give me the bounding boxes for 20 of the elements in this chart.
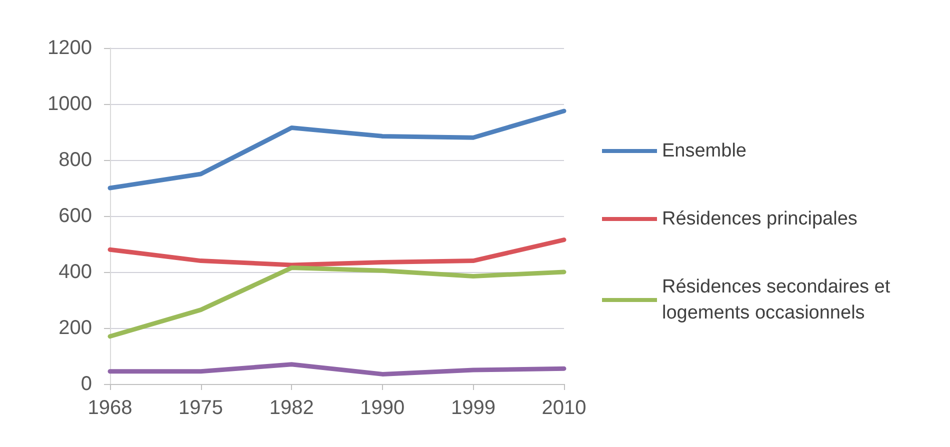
y-tick-label: 600 xyxy=(58,205,92,227)
line-series xyxy=(108,362,566,376)
y-tick-label: 0 xyxy=(80,373,92,395)
y-tick-label: 400 xyxy=(58,261,92,283)
x-tick-label: 1999 xyxy=(450,397,496,419)
y-tick-label: 800 xyxy=(58,149,92,171)
legend-label: Résidences principales xyxy=(662,208,858,230)
line-series xyxy=(108,238,566,268)
x-tick-label: 1968 xyxy=(88,397,132,419)
line-series xyxy=(108,108,566,190)
line-series xyxy=(108,266,566,339)
x-tick-label: 2010 xyxy=(542,397,586,419)
y-tick-label: 200 xyxy=(58,317,92,339)
legend-label: Ensemble xyxy=(662,140,746,162)
y-tick-label: 1200 xyxy=(48,37,92,59)
legend-label: Résidences secondaires et logements occasionnels xyxy=(662,276,896,324)
x-tick-label: 1990 xyxy=(360,397,405,419)
x-tick-label: 1975 xyxy=(178,397,224,419)
y-tick-label: 1000 xyxy=(48,93,92,115)
x-tick-label: 1982 xyxy=(269,397,314,419)
